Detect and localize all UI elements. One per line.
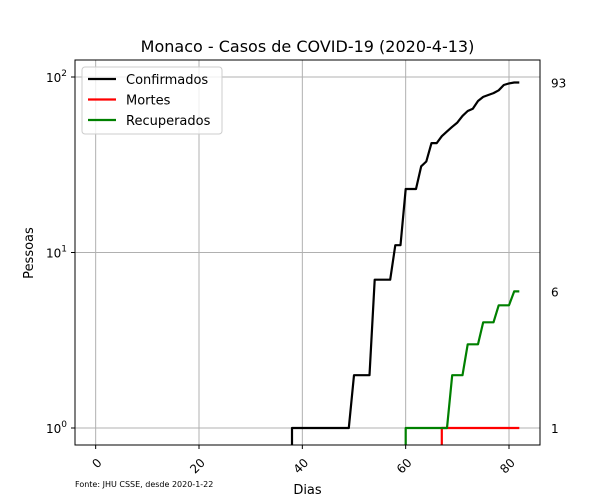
end-label-1: 6 [551,285,559,299]
y-tick-label-2: 102 [46,69,67,85]
series-line-recuperados [404,290,520,445]
series-lines [290,81,520,445]
series-line-confirmados [290,81,520,445]
x-axis-label: Dias [293,483,322,498]
chart-title: Monaco - Casos de COVID-19 (2020-4-13) [141,37,475,56]
end-labels: 93 6 1 [551,77,566,436]
y-tick-label-1: 101 [46,245,67,261]
y-tick-label-0: 100 [46,420,67,436]
source-note: Fonte: JHU CSSE, desde 2020-1-22 [75,480,213,489]
y-axis-label: Pessoas [22,227,37,279]
legend-label-confirmados: Confirmados [126,73,208,88]
end-label-0: 93 [551,77,566,91]
legend-label-recuperados: Recuperados [126,114,211,129]
legend: Confirmados Mortes Recuperados [81,66,223,135]
legend-label-mortes: Mortes [126,94,171,109]
end-label-2: 1 [551,422,559,436]
legend-box [81,66,223,135]
